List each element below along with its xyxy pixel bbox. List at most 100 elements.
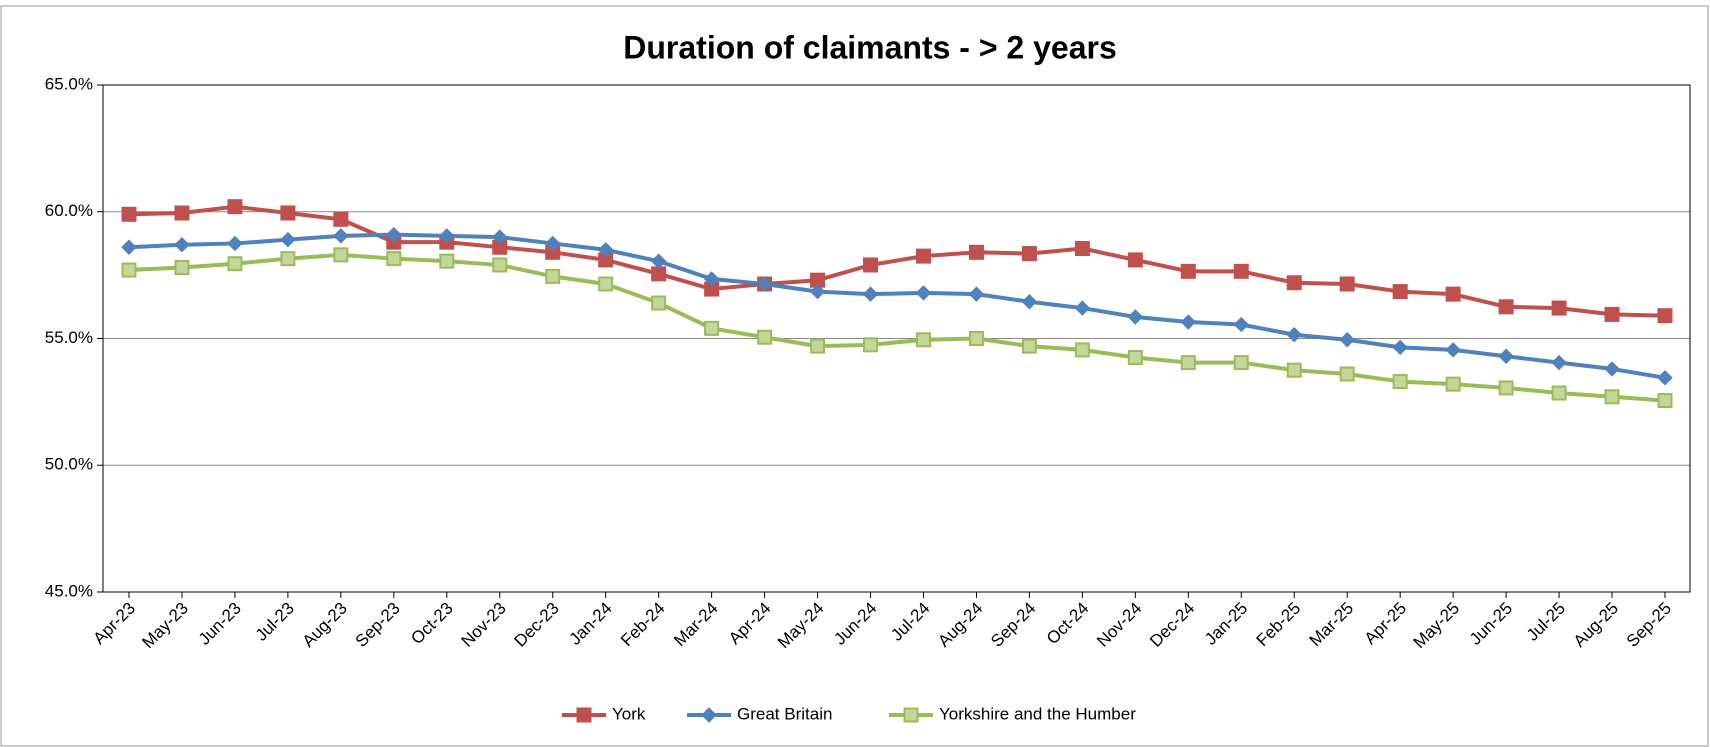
data-point [1021,338,1037,354]
data-point [1392,284,1408,300]
data-point [703,271,720,287]
data-point [121,206,137,222]
data-point [1286,362,1302,378]
data-point [439,253,455,269]
data-point [1498,348,1514,364]
data-point [280,231,296,248]
data-point [809,283,826,300]
data-point [651,266,667,282]
data-point [1127,252,1143,268]
data-point [1233,355,1249,371]
data-point [650,253,667,269]
y-tick-label: 65.0% [45,74,93,93]
legend-label: York [612,704,646,723]
chart-title: Duration of claimants - > 2 years [623,29,1117,65]
data-point [1392,339,1408,356]
data-point [757,329,773,345]
data-point [545,268,561,284]
data-point [1498,299,1514,315]
series-line [128,252,1666,403]
y-tick-label: 55.0% [45,328,93,347]
data-point [1286,275,1302,291]
data-point [1127,309,1144,325]
data-point [1074,241,1090,257]
data-point [1551,354,1567,371]
data-point [333,228,349,244]
data-point [1021,294,1038,310]
legend-label: Yorkshire and the Humber [939,704,1136,723]
series-line [128,232,1666,380]
data-point [1233,316,1249,333]
data-point [227,235,243,252]
data-point [545,235,561,252]
data-point [704,320,720,336]
data-point [439,228,455,244]
data-point [174,236,190,253]
data-point [1657,393,1673,409]
data-point [597,242,614,258]
data-point [915,285,932,301]
data-point [1339,276,1355,292]
data-point [386,226,402,243]
data-point [1180,355,1196,371]
data-point [1127,350,1143,366]
data-point [863,257,879,273]
data-point [174,205,190,221]
data-point [333,211,349,227]
legend-marker [576,707,592,723]
data-point [280,251,296,267]
data-point [1657,370,1673,386]
data-point [121,239,137,255]
y-tick-label: 45.0% [45,581,93,600]
data-point [1604,389,1620,405]
data-point [492,257,508,273]
data-point [1074,300,1091,316]
series-line [128,204,1666,318]
data-point [598,276,614,292]
y-tick-label: 50.0% [45,455,93,474]
data-point [1180,263,1196,279]
data-point [1445,286,1461,302]
data-point [863,337,879,353]
data-point [968,331,984,346]
data-point [915,248,931,264]
data-point [174,260,190,276]
data-point [1339,366,1355,382]
data-point [1392,374,1408,390]
chart-border [0,5,1709,747]
data-point [1498,380,1514,396]
legend-marker [701,707,717,723]
data-point [1074,342,1090,358]
data-point [227,256,243,272]
data-point [651,295,667,311]
data-point [1604,306,1620,322]
data-point [1551,385,1567,401]
data-point [1339,332,1355,348]
legend-marker [903,707,919,723]
data-point [121,262,137,278]
data-point [1604,361,1620,377]
data-point [1021,246,1037,262]
plot-area [102,84,1691,593]
data-point [280,205,296,221]
data-point [1286,326,1302,343]
data-point [1445,376,1461,392]
data-point [492,229,508,245]
data-point [1180,314,1197,330]
data-point [1233,263,1249,279]
data-point [227,199,243,215]
data-point [968,244,984,260]
data-point [862,286,879,302]
data-point [756,276,773,292]
data-point [386,251,402,267]
y-tick-label: 60.0% [45,201,93,220]
data-point [968,286,985,302]
data-point [333,247,349,263]
data-point [810,338,826,354]
data-point [1657,308,1673,324]
data-point [1445,342,1461,358]
data-point [915,332,931,348]
data-point [1551,300,1567,316]
legend-label: Great Britain [737,704,832,723]
